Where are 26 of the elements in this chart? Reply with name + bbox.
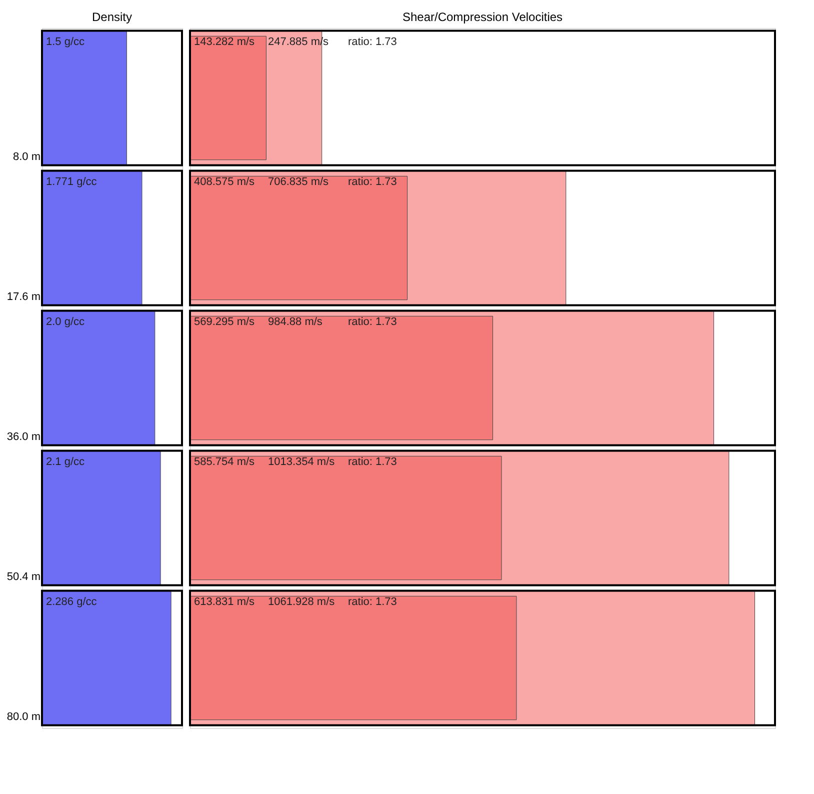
data-label: 569.295 m/s	[194, 316, 256, 328]
data-label: 2.286 g/cc	[46, 596, 98, 608]
data-label: 408.575 m/s	[194, 176, 256, 188]
data-label: 984.88 m/s	[268, 316, 323, 328]
annotation: ratio: 1.73	[348, 456, 397, 468]
annotation: ratio: 1.73	[348, 36, 397, 48]
data-label: 143.282 m/s	[194, 36, 256, 48]
chart-title: Density	[92, 10, 132, 24]
data-label: 706.835 m/s	[268, 176, 330, 188]
y-tick-label: 36.0 m	[6, 431, 40, 443]
data-label: 585.754 m/s	[194, 456, 256, 468]
chart-title: Shear/Compression Velocities	[402, 10, 563, 24]
annotation: ratio: 1.73	[348, 316, 397, 328]
data-label: 1.5 g/cc	[46, 36, 86, 48]
data-label: 2.0 g/cc	[46, 316, 86, 328]
annotation: ratio: 1.73	[348, 596, 397, 608]
data-label: 2.1 g/cc	[46, 456, 86, 468]
y-tick-label: 17.6 m	[6, 291, 40, 303]
data-label: 1.771 g/cc	[46, 176, 98, 188]
data-label: 613.831 m/s	[194, 596, 256, 608]
y-tick-label: 80.0 m	[6, 711, 40, 723]
data-label: 1061.928 m/s	[268, 596, 336, 608]
y-tick-label: 8.0 m	[12, 151, 40, 163]
data-label: 1013.354 m/s	[268, 456, 336, 468]
y-tick-label: 50.4 m	[6, 571, 40, 583]
annotation: ratio: 1.73	[348, 176, 397, 188]
